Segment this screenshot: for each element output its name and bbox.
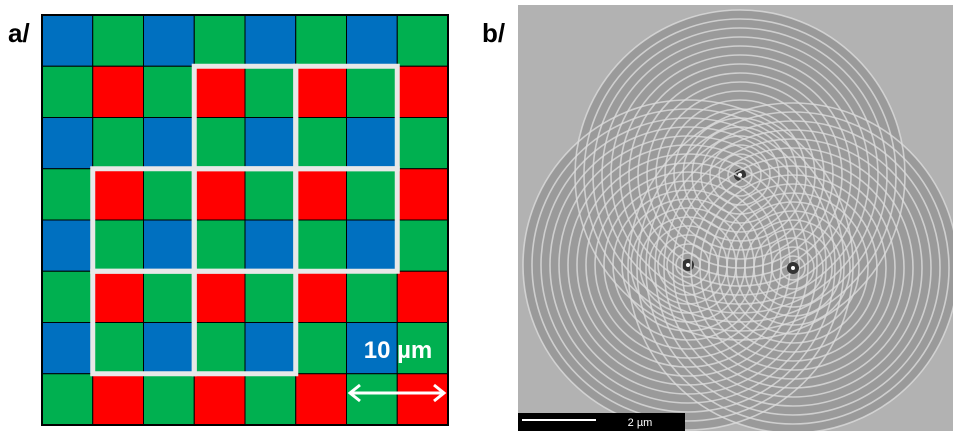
pixel bbox=[194, 323, 245, 374]
pixel bbox=[194, 66, 245, 117]
pixel bbox=[93, 118, 144, 169]
pixel bbox=[347, 220, 398, 271]
pixel bbox=[194, 118, 245, 169]
figure: a/ 10 µm b/ 2 µm bbox=[0, 0, 953, 431]
pixel bbox=[245, 118, 296, 169]
pixel bbox=[397, 118, 448, 169]
pixel bbox=[296, 323, 347, 374]
pixel bbox=[245, 271, 296, 322]
pixel bbox=[194, 271, 245, 322]
center-dot bbox=[791, 266, 795, 270]
scale-label: 2 µm bbox=[628, 417, 653, 429]
pixel bbox=[245, 66, 296, 117]
pixel bbox=[42, 220, 93, 271]
pixel bbox=[93, 220, 144, 271]
panel-label: b/ bbox=[482, 18, 505, 48]
pixel bbox=[347, 15, 398, 66]
pixel bbox=[144, 15, 195, 66]
pixel bbox=[144, 323, 195, 374]
pixel bbox=[144, 220, 195, 271]
pixel bbox=[42, 15, 93, 66]
pixel bbox=[397, 66, 448, 117]
pixel bbox=[194, 15, 245, 66]
pixel bbox=[42, 374, 93, 425]
pixel bbox=[347, 271, 398, 322]
pixel bbox=[42, 118, 93, 169]
pixel bbox=[397, 271, 448, 322]
pixel bbox=[296, 220, 347, 271]
pixel bbox=[347, 169, 398, 220]
pixel bbox=[144, 66, 195, 117]
pixel bbox=[42, 271, 93, 322]
pixel bbox=[245, 323, 296, 374]
pixel bbox=[194, 169, 245, 220]
pixel bbox=[245, 220, 296, 271]
pixel bbox=[296, 271, 347, 322]
pixel bbox=[397, 220, 448, 271]
pixel bbox=[42, 66, 93, 117]
pixel bbox=[397, 169, 448, 220]
pixel bbox=[296, 66, 347, 117]
pixel bbox=[296, 15, 347, 66]
pixel bbox=[397, 15, 448, 66]
pixel bbox=[42, 323, 93, 374]
pixel bbox=[93, 271, 144, 322]
pixel bbox=[93, 15, 144, 66]
pixel bbox=[144, 169, 195, 220]
pixel bbox=[93, 66, 144, 117]
sem-image bbox=[518, 5, 953, 431]
panel-label: a/ bbox=[8, 18, 30, 48]
pixel bbox=[245, 15, 296, 66]
pixel bbox=[93, 169, 144, 220]
pixel bbox=[347, 118, 398, 169]
pixel bbox=[93, 374, 144, 425]
pixel bbox=[194, 374, 245, 425]
pixel bbox=[296, 169, 347, 220]
pixel bbox=[245, 374, 296, 425]
pixel bbox=[144, 271, 195, 322]
pixel bbox=[194, 220, 245, 271]
pixel bbox=[42, 169, 93, 220]
pixel bbox=[93, 323, 144, 374]
pixel bbox=[245, 169, 296, 220]
scale-bar-box bbox=[518, 413, 685, 431]
scale-label: 10 µm bbox=[364, 337, 433, 364]
pixel bbox=[347, 374, 398, 425]
pixel bbox=[296, 374, 347, 425]
pixel bbox=[397, 374, 448, 425]
center-dot bbox=[686, 263, 690, 267]
pixel bbox=[347, 66, 398, 117]
pixel bbox=[144, 118, 195, 169]
pixel bbox=[296, 118, 347, 169]
pixel bbox=[144, 374, 195, 425]
